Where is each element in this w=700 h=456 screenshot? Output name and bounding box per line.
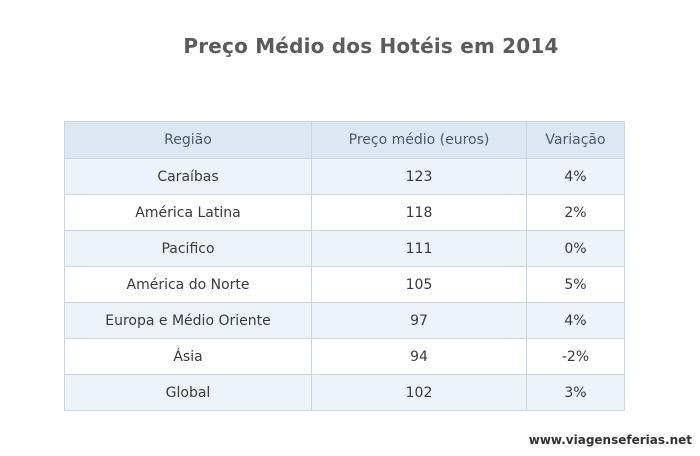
cell-variation: 4% <box>526 302 625 339</box>
table-row: Global 102 3% <box>64 374 625 411</box>
cell-region: Ásia <box>64 338 312 375</box>
column-header-region: Região <box>64 121 312 159</box>
cell-variation: 3% <box>526 374 625 411</box>
table-row: América do Norte 105 5% <box>64 266 625 303</box>
price-table: Região Preço médio (euros) Variação Cara… <box>64 121 625 411</box>
table-row: Pacifico 111 0% <box>64 230 625 267</box>
cell-variation: 5% <box>526 266 625 303</box>
cell-price: 123 <box>311 158 527 195</box>
cell-region: Europa e Médio Oriente <box>64 302 312 339</box>
column-header-price: Preço médio (euros) <box>311 121 527 159</box>
cell-region: Caraíbas <box>64 158 312 195</box>
cell-price: 94 <box>311 338 527 375</box>
cell-variation: -2% <box>526 338 625 375</box>
cell-price: 111 <box>311 230 527 267</box>
cell-price: 118 <box>311 194 527 231</box>
cell-variation: 0% <box>526 230 625 267</box>
cell-region: América Latina <box>64 194 312 231</box>
page-title: Preço Médio dos Hotéis em 2014 <box>183 34 559 58</box>
cell-variation: 4% <box>526 158 625 195</box>
cell-region: América do Norte <box>64 266 312 303</box>
table-row: América Latina 118 2% <box>64 194 625 231</box>
column-header-variation: Variação <box>526 121 625 159</box>
cell-region: Pacifico <box>64 230 312 267</box>
cell-variation: 2% <box>526 194 625 231</box>
cell-price: 105 <box>311 266 527 303</box>
table-row: Europa e Médio Oriente 97 4% <box>64 302 625 339</box>
cell-region: Global <box>64 374 312 411</box>
cell-price: 97 <box>311 302 527 339</box>
price-table-container: Região Preço médio (euros) Variação Cara… <box>64 121 625 411</box>
table-row: Ásia 94 -2% <box>64 338 625 375</box>
table-header-row: Região Preço médio (euros) Variação <box>64 121 625 159</box>
site-url-watermark: www.viagenseferias.net <box>528 433 692 447</box>
cell-price: 102 <box>311 374 527 411</box>
table-row: Caraíbas 123 4% <box>64 158 625 195</box>
